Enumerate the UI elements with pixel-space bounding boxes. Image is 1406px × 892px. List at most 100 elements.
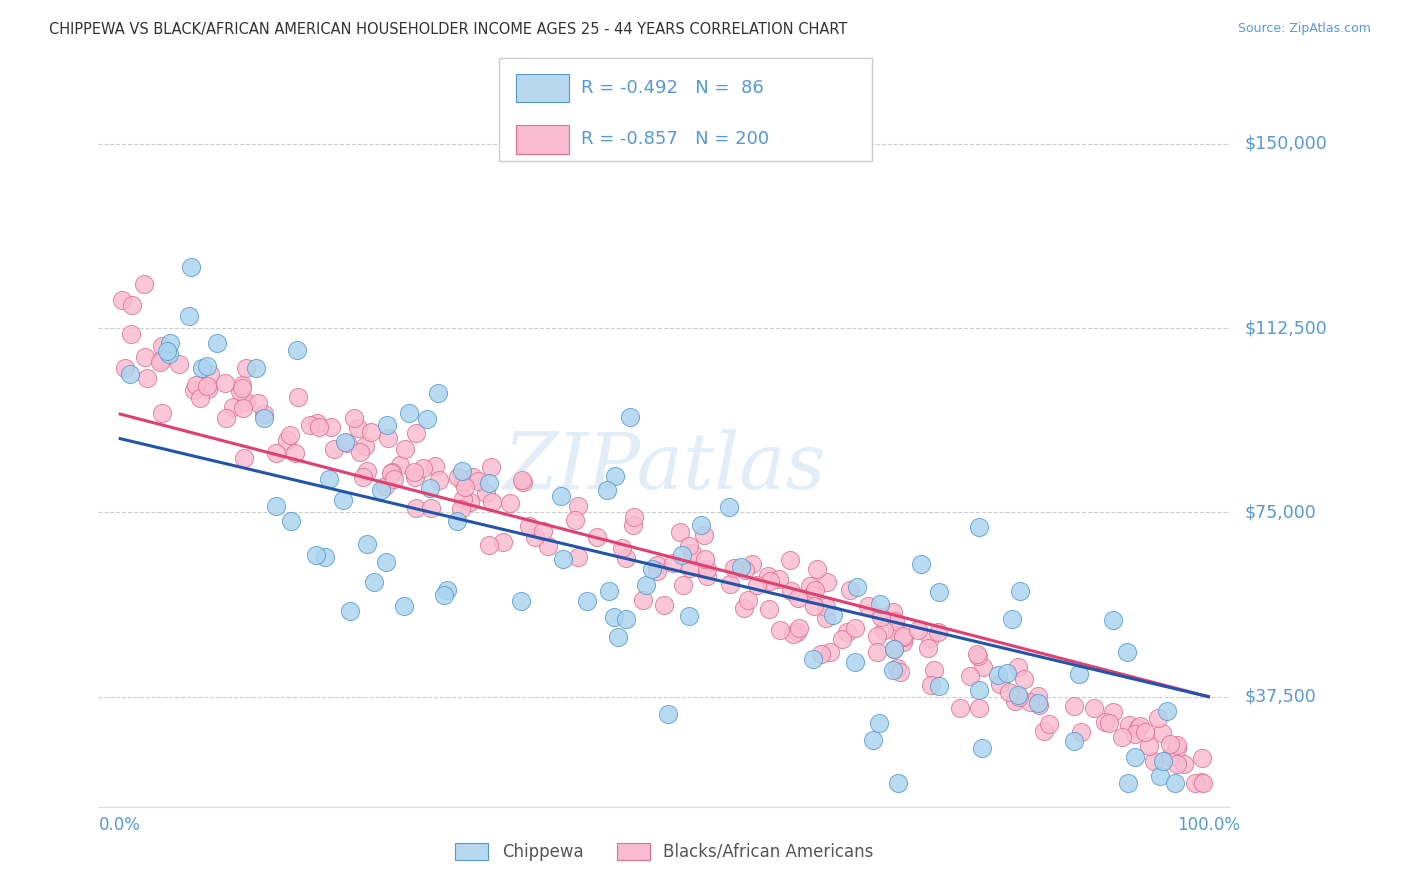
Point: [576, 593, 599, 607]
Point: [308, 419, 330, 434]
Point: [1063, 699, 1085, 714]
Point: [1152, 755, 1174, 769]
Point: [787, 621, 810, 635]
Point: [1007, 689, 1029, 703]
Point: [451, 475, 474, 490]
Point: [998, 685, 1021, 699]
Point: [887, 775, 910, 789]
Point: [645, 558, 668, 572]
Point: [454, 480, 477, 494]
Point: [959, 669, 981, 683]
Point: [517, 519, 540, 533]
Point: [769, 623, 792, 637]
Point: [419, 500, 441, 515]
Point: [870, 610, 893, 624]
Point: [285, 343, 308, 358]
Point: [1133, 725, 1156, 739]
Point: [598, 584, 620, 599]
Point: [1184, 775, 1206, 789]
Point: [810, 648, 832, 662]
Point: [1102, 706, 1125, 720]
Point: [156, 344, 179, 359]
Text: R = -0.857   N = 200: R = -0.857 N = 200: [581, 130, 769, 148]
Point: [1118, 717, 1140, 731]
Point: [1001, 612, 1024, 626]
Point: [222, 400, 245, 414]
Point: [451, 464, 474, 478]
Point: [450, 502, 472, 516]
Point: [477, 539, 499, 553]
Point: [689, 517, 711, 532]
Text: $37,500: $37,500: [1244, 688, 1316, 706]
Point: [801, 652, 824, 666]
Point: [380, 467, 402, 481]
Point: [1159, 750, 1181, 764]
Point: [461, 470, 484, 484]
Point: [787, 591, 810, 606]
Point: [1102, 613, 1125, 627]
Point: [884, 615, 907, 629]
Point: [253, 407, 276, 421]
Point: [838, 582, 860, 597]
Text: CHIPPEWA VS BLACK/AFRICAN AMERICAN HOUSEHOLDER INCOME AGES 25 - 44 YEARS CORRELA: CHIPPEWA VS BLACK/AFRICAN AMERICAN HOUSE…: [49, 22, 848, 37]
Point: [235, 361, 257, 376]
Point: [856, 599, 879, 614]
Point: [375, 418, 398, 433]
Point: [987, 668, 1010, 682]
Point: [844, 621, 866, 635]
Point: [177, 309, 200, 323]
Point: [1173, 757, 1195, 772]
Point: [1159, 737, 1181, 751]
Point: [198, 368, 221, 382]
Point: [381, 465, 404, 479]
Point: [111, 293, 134, 307]
Point: [120, 326, 142, 341]
Point: [882, 605, 904, 619]
Point: [356, 537, 378, 551]
Point: [398, 406, 420, 420]
Point: [886, 661, 908, 675]
Point: [844, 655, 866, 669]
Point: [405, 426, 427, 441]
Point: [1166, 741, 1188, 756]
Point: [966, 647, 988, 661]
Point: [336, 435, 359, 450]
Point: [758, 601, 780, 615]
Point: [631, 593, 654, 607]
Point: [318, 473, 340, 487]
Point: [419, 481, 441, 495]
Text: $150,000: $150,000: [1244, 135, 1327, 153]
Point: [481, 495, 503, 509]
Point: [1129, 718, 1152, 732]
Point: [623, 509, 645, 524]
Point: [803, 582, 825, 597]
Point: [1156, 704, 1178, 718]
Point: [405, 500, 427, 515]
Point: [416, 411, 439, 425]
Point: [550, 489, 572, 503]
Point: [799, 579, 821, 593]
Point: [612, 541, 634, 556]
Point: [458, 495, 481, 509]
Point: [967, 520, 990, 534]
Point: [231, 377, 253, 392]
Point: [447, 470, 470, 484]
Point: [114, 360, 136, 375]
Point: [477, 476, 499, 491]
Point: [276, 433, 298, 447]
Point: [356, 464, 378, 478]
Point: [1123, 726, 1146, 740]
Point: [298, 418, 321, 433]
Point: [596, 483, 619, 497]
Point: [995, 666, 1018, 681]
Point: [645, 564, 668, 578]
Point: [467, 475, 489, 489]
Point: [564, 513, 586, 527]
Point: [322, 442, 344, 456]
Point: [910, 557, 932, 571]
Point: [835, 625, 858, 640]
Point: [134, 277, 156, 292]
Point: [247, 396, 270, 410]
Point: [394, 442, 416, 457]
Point: [681, 546, 703, 560]
